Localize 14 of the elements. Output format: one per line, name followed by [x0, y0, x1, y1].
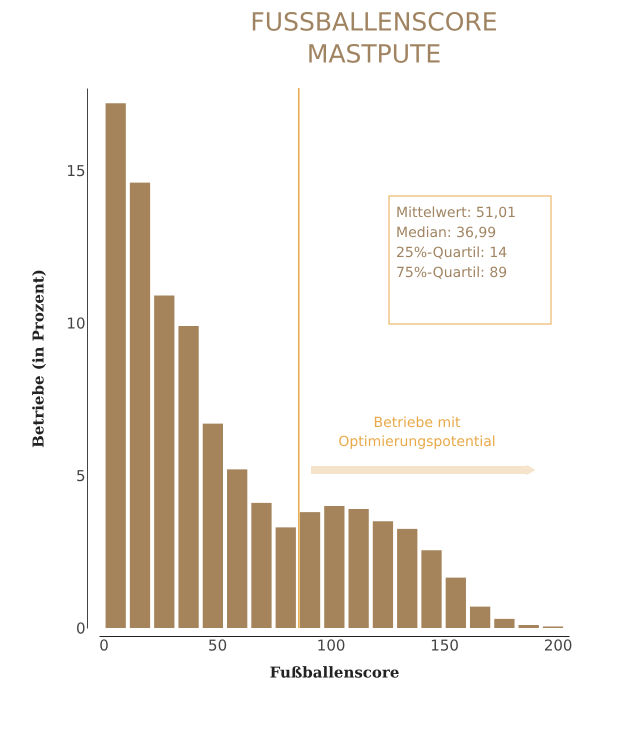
y-tick-label: 10 — [66, 314, 86, 332]
y-tick-label: 5 — [76, 466, 86, 485]
chart-title: FUSSBALLENSCORE MASTPUTE — [250, 7, 498, 68]
y-tick-label: 15 — [66, 162, 86, 180]
x-tick-label: 50 — [208, 636, 228, 654]
x-tick-label: 100 — [316, 636, 346, 654]
annotation: Mittelwert: 51,01 Median: 36,99 25%-Quartil: 14 75%-Quartil: 89 — [396, 205, 516, 281]
y-axis-title: Betriebe (in Prozent) — [29, 269, 48, 448]
x-tick-label: 0 — [99, 636, 109, 654]
x-tick-label: 200 — [544, 636, 572, 654]
x-tick-label: 150 — [430, 636, 459, 654]
y-tick-label: 0 — [76, 620, 86, 638]
annotation: Betriebe mit Optimierungspotential — [338, 415, 496, 450]
x-axis-title: Fußballenscore — [270, 664, 400, 682]
